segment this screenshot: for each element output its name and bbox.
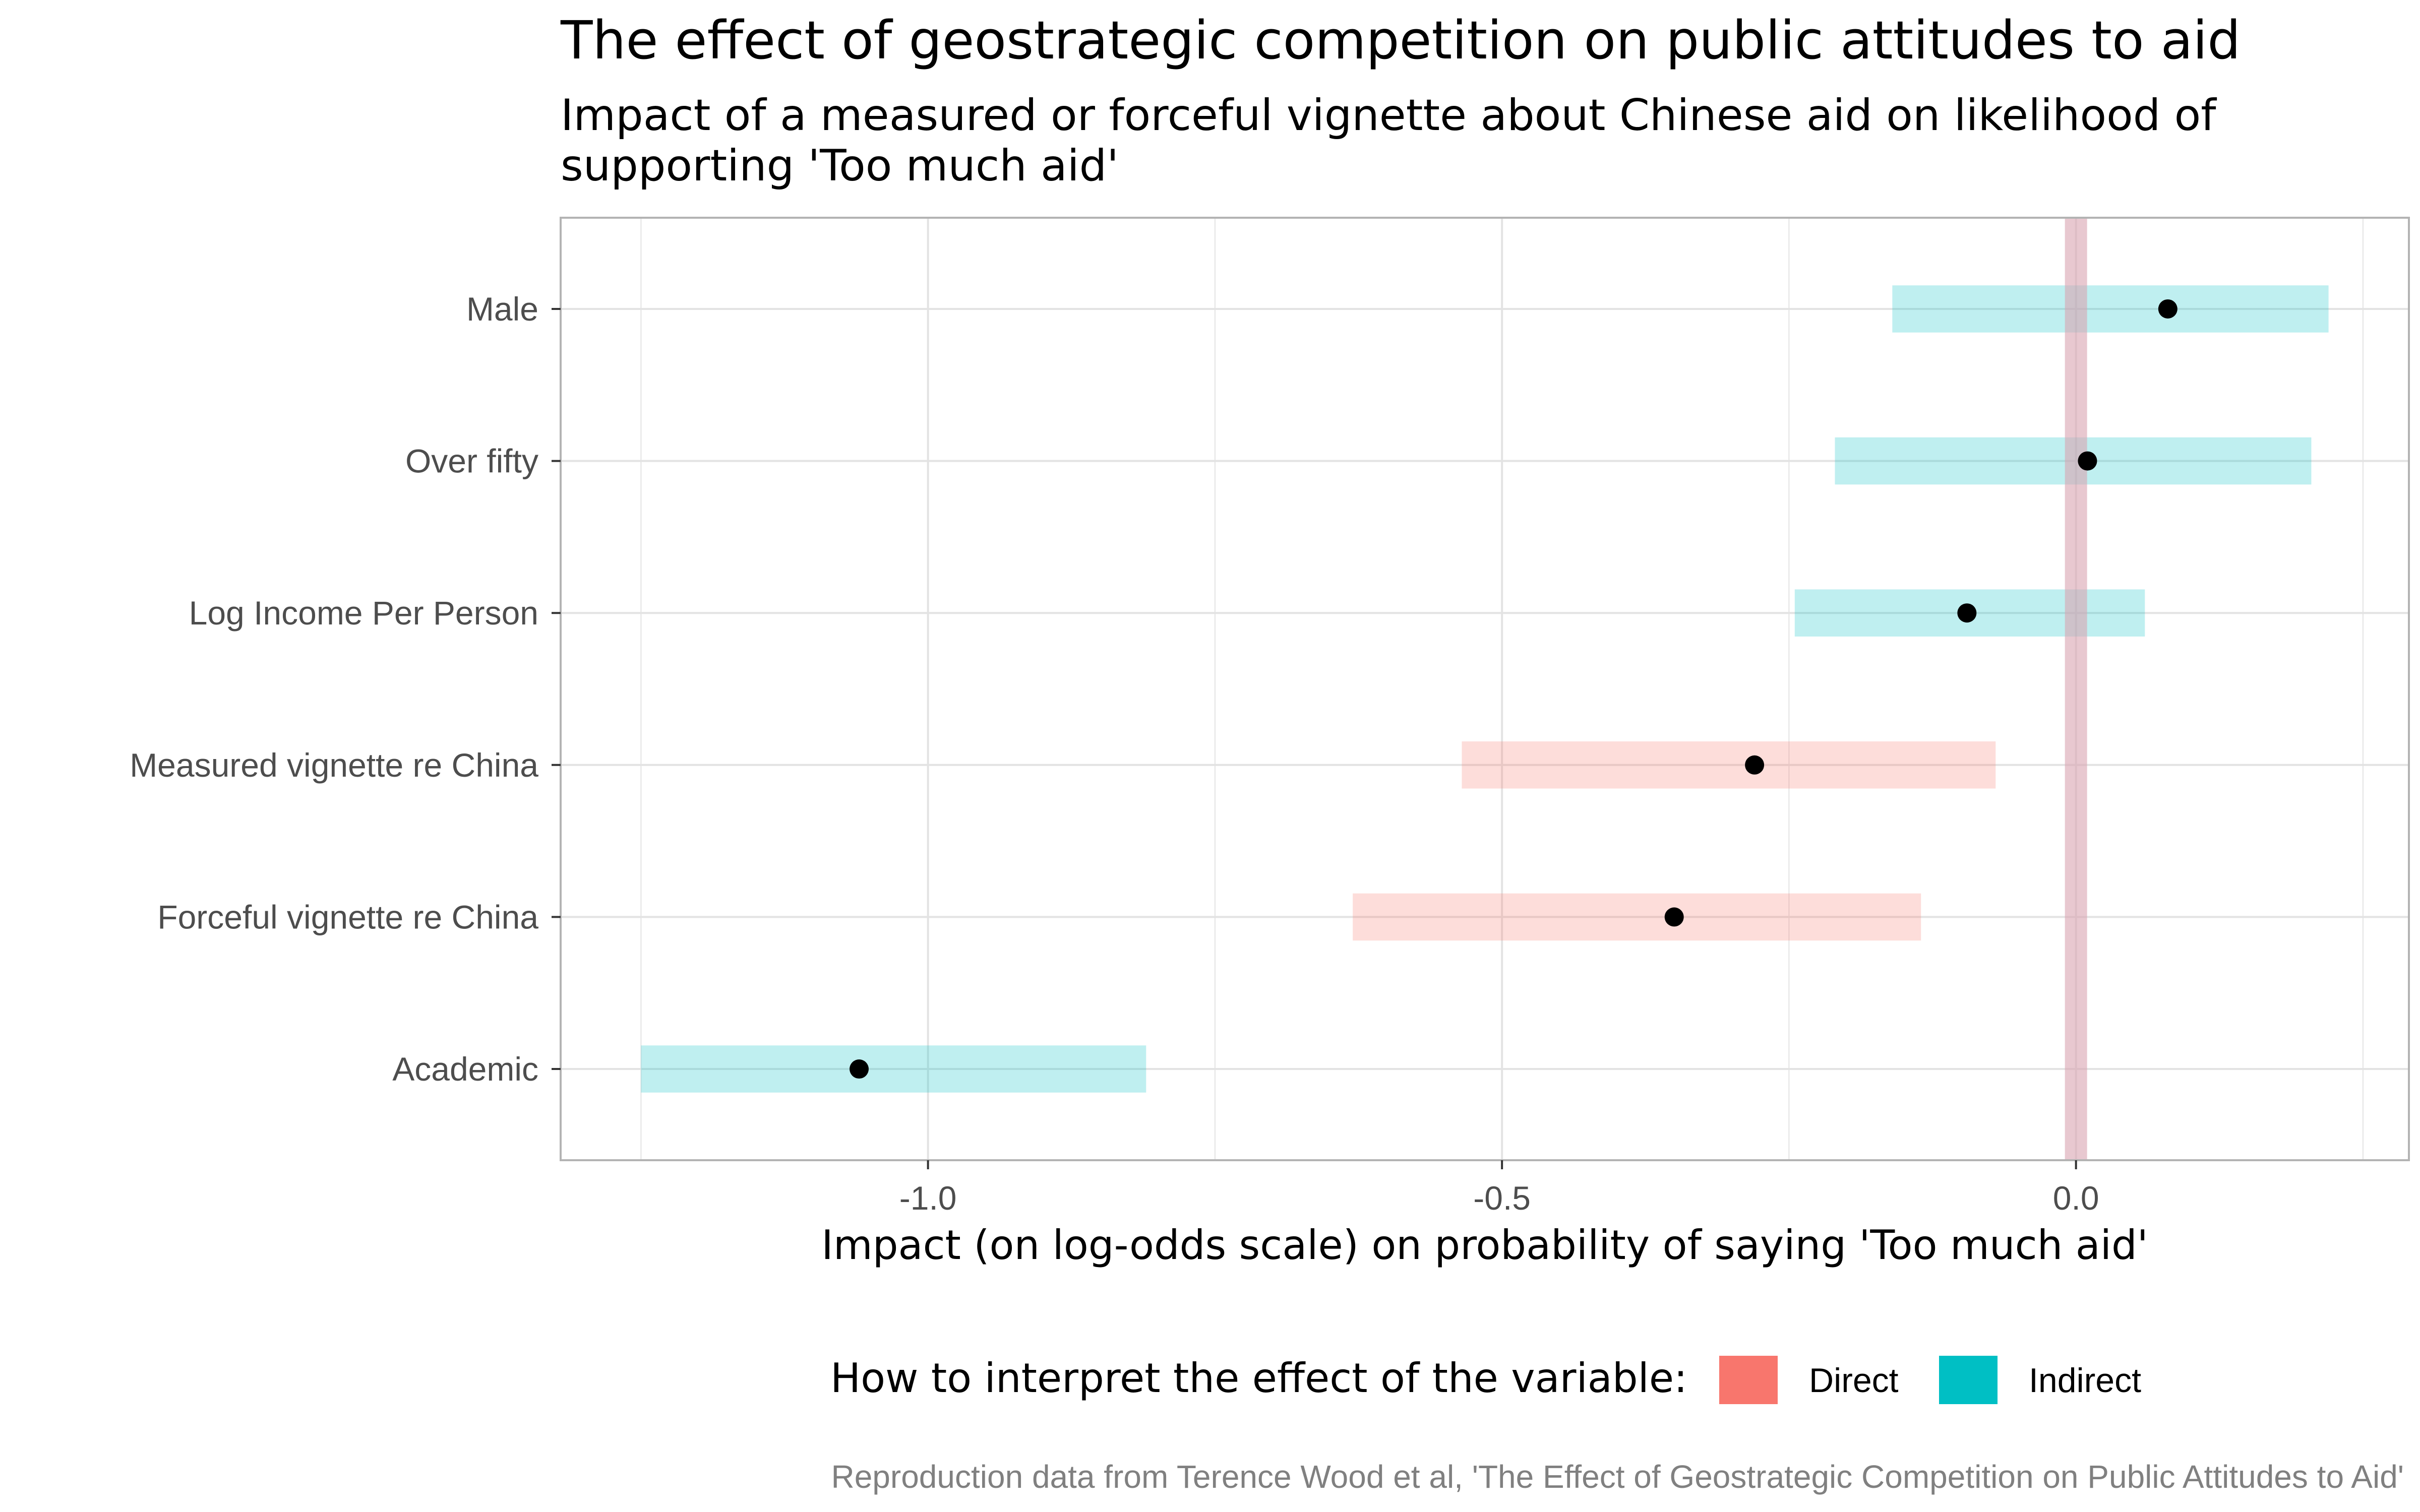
- x-tick-label: 0.0: [2053, 1179, 2099, 1217]
- chart-caption: Reproduction data from Terence Wood et a…: [831, 1459, 2404, 1495]
- legend-swatch-indirect: [1939, 1356, 1998, 1404]
- plot-panel: [560, 217, 2410, 1161]
- chart-subtitle-line-1: Impact of a measured or forceful vignett…: [561, 90, 2217, 141]
- y-tick-label: Academic: [392, 1050, 538, 1088]
- estimate-points: [850, 299, 2177, 1079]
- interval-band: [1353, 893, 1921, 941]
- legend-title: How to interpret the effect of the varia…: [830, 1355, 1687, 1402]
- x-axis-ticks: -1.0 -0.5 0.0: [899, 1160, 2099, 1217]
- chart-title: The effect of geostrategic competition o…: [560, 10, 2241, 71]
- legend-items: Direct Indirect: [1719, 1356, 2141, 1404]
- interval-band: [641, 1045, 1146, 1093]
- interval-band: [1892, 285, 2329, 333]
- estimate-point: [1957, 603, 1977, 623]
- estimate-point: [1745, 755, 1765, 775]
- zero-reference: [2065, 218, 2087, 1160]
- x-tick-label: -0.5: [1473, 1179, 1531, 1217]
- x-tick-label: -1.0: [899, 1179, 957, 1217]
- y-tick-label: Forceful vignette re China: [157, 898, 538, 935]
- y-tick-label: Male: [466, 290, 538, 328]
- interval-band: [1462, 741, 1996, 789]
- y-tick-label: Over fifty: [405, 443, 538, 480]
- estimate-point: [2158, 299, 2177, 319]
- y-tick-label: Measured vignette re China: [130, 746, 538, 784]
- y-tick-label: Log Income Per Person: [189, 594, 538, 632]
- legend-label-indirect: Indirect: [2029, 1361, 2141, 1400]
- reference-line: [2065, 218, 2087, 1160]
- estimate-point: [850, 1059, 869, 1079]
- grid-lines: [561, 218, 2409, 1160]
- legend: How to interpret the effect of the varia…: [830, 1355, 2141, 1404]
- chart-subtitle-line-2: supporting 'Too much aid': [561, 141, 1119, 191]
- y-axis-ticks: Male Over fifty Log Income Per Person Measu…: [130, 290, 561, 1088]
- estimate-point: [1664, 907, 1684, 927]
- legend-label-direct: Direct: [1809, 1361, 1899, 1400]
- estimate-point: [2078, 451, 2097, 471]
- legend-swatch-direct: [1719, 1356, 1778, 1404]
- panel-border: [560, 217, 2410, 1161]
- x-axis-title: Impact (on log-odds scale) on probabilit…: [821, 1222, 2148, 1269]
